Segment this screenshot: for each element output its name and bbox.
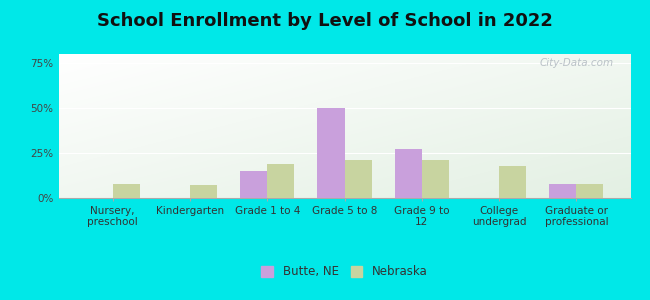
Bar bbox=[112, 184, 140, 198]
Text: School Enrollment by Level of School in 2022: School Enrollment by Level of School in … bbox=[97, 12, 553, 30]
Bar bbox=[422, 160, 449, 198]
Legend: Butte, NE, Nebraska: Butte, NE, Nebraska bbox=[261, 266, 428, 278]
Bar bbox=[344, 160, 372, 198]
Bar bbox=[499, 166, 526, 198]
Text: City-Data.com: City-Data.com bbox=[540, 58, 614, 68]
Bar bbox=[317, 108, 344, 198]
Bar bbox=[190, 185, 217, 198]
Bar bbox=[240, 171, 267, 198]
Bar bbox=[267, 164, 294, 198]
Bar bbox=[549, 184, 577, 198]
Bar bbox=[395, 149, 422, 198]
Bar bbox=[577, 184, 603, 198]
